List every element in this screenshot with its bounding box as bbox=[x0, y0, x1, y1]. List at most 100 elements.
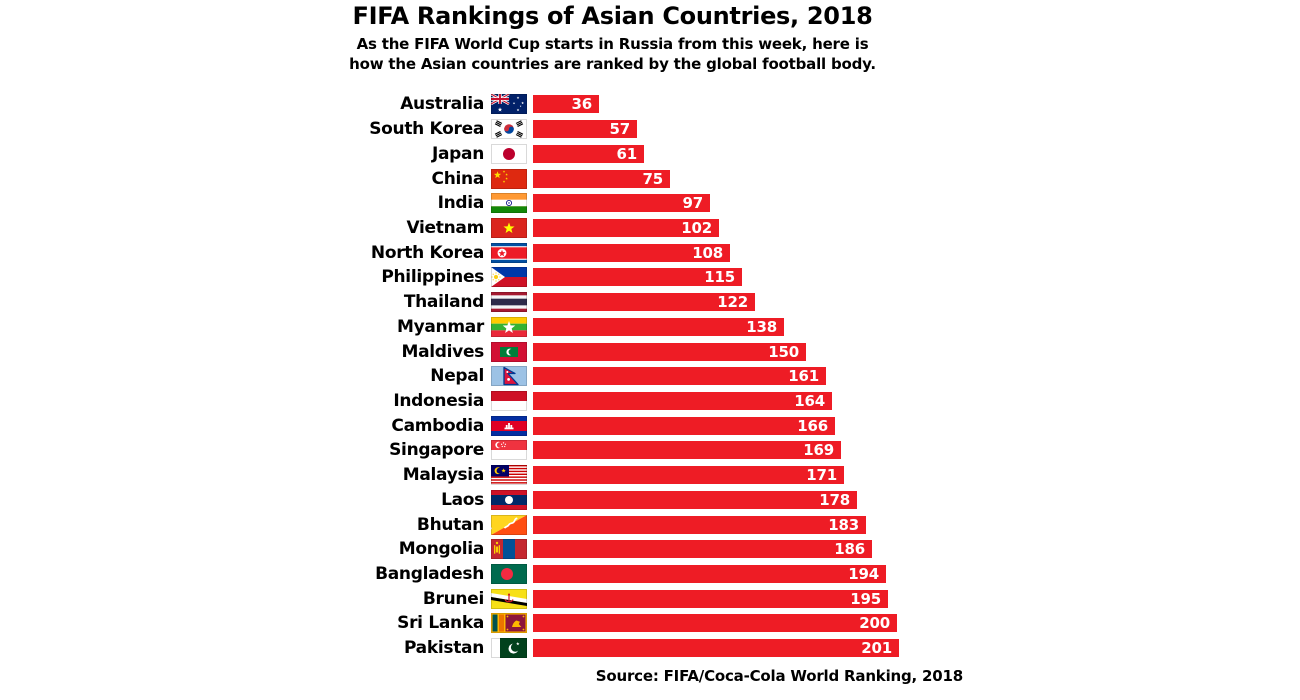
philippines-flag-icon bbox=[491, 267, 527, 288]
country-label: Pakistan bbox=[403, 638, 484, 659]
ranking-bar: 166 bbox=[533, 416, 835, 435]
ranking-bar: 200 bbox=[533, 614, 897, 633]
chart-header: FIFA Rankings of Asian Countries, 2018 A… bbox=[300, 2, 925, 75]
ranking-bar: 194 bbox=[533, 565, 886, 584]
chart-title: FIFA Rankings of Asian Countries, 2018 bbox=[352, 2, 873, 30]
ranking-value: 97 bbox=[682, 194, 704, 213]
country-label: South Korea bbox=[369, 119, 484, 140]
chart-row: Indonesia 164 bbox=[350, 389, 899, 414]
ranking-bar: 108 bbox=[533, 243, 730, 262]
country-label: North Korea bbox=[370, 242, 484, 263]
chart-row: Australia 36 bbox=[350, 92, 899, 117]
cambodia-flag-icon bbox=[491, 415, 527, 436]
ranking-bar: 169 bbox=[533, 441, 841, 460]
chart-row: India 97 bbox=[350, 191, 899, 216]
ranking-bar: 171 bbox=[533, 466, 844, 485]
north-korea-flag-icon bbox=[491, 242, 527, 263]
country-label: Myanmar bbox=[396, 316, 484, 337]
country-label: China bbox=[431, 168, 485, 189]
country-label: Vietnam bbox=[406, 217, 484, 238]
ranking-value: 61 bbox=[616, 144, 638, 163]
country-label: Thailand bbox=[403, 292, 484, 313]
chart-row: Bangladesh 194 bbox=[350, 562, 899, 587]
ranking-value: 200 bbox=[859, 614, 890, 633]
ranking-bar: 161 bbox=[533, 367, 826, 386]
country-label: Philippines bbox=[381, 267, 484, 288]
australia-flag-icon bbox=[491, 94, 527, 115]
chart-row: South Korea 57 bbox=[350, 117, 899, 142]
ranking-value: 150 bbox=[768, 342, 799, 361]
myanmar-flag-icon bbox=[491, 316, 527, 337]
ranking-value: 75 bbox=[642, 169, 664, 188]
bangladesh-flag-icon bbox=[491, 564, 527, 585]
ranking-bar: 97 bbox=[533, 194, 710, 213]
country-label: Malaysia bbox=[402, 465, 485, 486]
chart-row: Myanmar 138 bbox=[350, 314, 899, 339]
ranking-value: 171 bbox=[806, 466, 837, 485]
chart-row: Laos 178 bbox=[350, 488, 899, 513]
ranking-bar: 75 bbox=[533, 169, 670, 188]
country-label: Bangladesh bbox=[375, 564, 484, 585]
chart-row: Cambodia 166 bbox=[350, 413, 899, 438]
ranking-value: 166 bbox=[797, 416, 828, 435]
chart-row: China 75 bbox=[350, 166, 899, 191]
brunei-flag-icon bbox=[491, 588, 527, 609]
chart-row: Pakistan 201 bbox=[350, 636, 899, 661]
chart-row: Nepal 161 bbox=[350, 364, 899, 389]
china-flag-icon bbox=[491, 168, 527, 189]
indonesia-flag-icon bbox=[491, 390, 527, 411]
chart-row: Sri Lanka 200 bbox=[350, 611, 899, 636]
vietnam-flag-icon bbox=[491, 217, 527, 238]
chart-row: Malaysia 171 bbox=[350, 463, 899, 488]
country-label: Laos bbox=[441, 489, 484, 510]
singapore-flag-icon bbox=[491, 440, 527, 461]
source-note: Source: FIFA/Coca-Cola World Ranking, 20… bbox=[595, 667, 963, 685]
thailand-flag-icon bbox=[491, 292, 527, 313]
maldives-flag-icon bbox=[491, 341, 527, 362]
ranking-value: 122 bbox=[717, 293, 748, 312]
bhutan-flag-icon bbox=[491, 514, 527, 535]
ranking-bar: 186 bbox=[533, 540, 872, 559]
country-label: Australia bbox=[400, 94, 484, 115]
chart-subtitle: As the FIFA World Cup starts in Russia f… bbox=[300, 35, 925, 75]
chart-row: Brunei 195 bbox=[350, 586, 899, 611]
ranking-value: 201 bbox=[861, 639, 892, 658]
ranking-value: 108 bbox=[692, 243, 723, 262]
ranking-value: 115 bbox=[704, 268, 735, 287]
ranking-bar: 115 bbox=[533, 268, 742, 287]
chart-row: Japan 61 bbox=[350, 141, 899, 166]
ranking-bar: 122 bbox=[533, 293, 755, 312]
country-label: Sri Lanka bbox=[397, 613, 484, 634]
chart-row: Bhutan 183 bbox=[350, 512, 899, 537]
country-label: Maldives bbox=[401, 341, 484, 362]
india-flag-icon bbox=[491, 193, 527, 214]
ranking-value: 102 bbox=[681, 218, 712, 237]
sri-lanka-flag-icon bbox=[491, 613, 527, 634]
ranking-value: 178 bbox=[819, 490, 850, 509]
ranking-bar: 178 bbox=[533, 490, 857, 509]
country-label: Bhutan bbox=[416, 514, 484, 535]
chart-row: Maldives 150 bbox=[350, 339, 899, 364]
ranking-bar: 57 bbox=[533, 120, 637, 139]
mongolia-flag-icon bbox=[491, 539, 527, 560]
laos-flag-icon bbox=[491, 489, 527, 510]
country-label: Japan bbox=[431, 143, 484, 164]
country-label: Cambodia bbox=[391, 415, 484, 436]
subtitle-line-2: how the Asian countries are ranked by th… bbox=[349, 54, 876, 73]
ranking-bar: 201 bbox=[533, 639, 899, 658]
pakistan-flag-icon bbox=[491, 638, 527, 659]
south-korea-flag-icon bbox=[491, 119, 527, 140]
country-label: Nepal bbox=[430, 366, 484, 387]
ranking-value: 195 bbox=[850, 589, 881, 608]
chart-row: North Korea 108 bbox=[350, 240, 899, 265]
ranking-bar: 164 bbox=[533, 391, 832, 410]
chart-row: Singapore 169 bbox=[350, 438, 899, 463]
ranking-value: 194 bbox=[848, 565, 879, 584]
ranking-bar: 61 bbox=[533, 144, 644, 163]
chart-row: Vietnam 102 bbox=[350, 216, 899, 241]
ranking-value: 138 bbox=[746, 317, 777, 336]
ranking-bar: 183 bbox=[533, 515, 866, 534]
nepal-flag-icon bbox=[491, 366, 527, 387]
ranking-value: 161 bbox=[788, 367, 819, 386]
country-label: Brunei bbox=[422, 588, 484, 609]
